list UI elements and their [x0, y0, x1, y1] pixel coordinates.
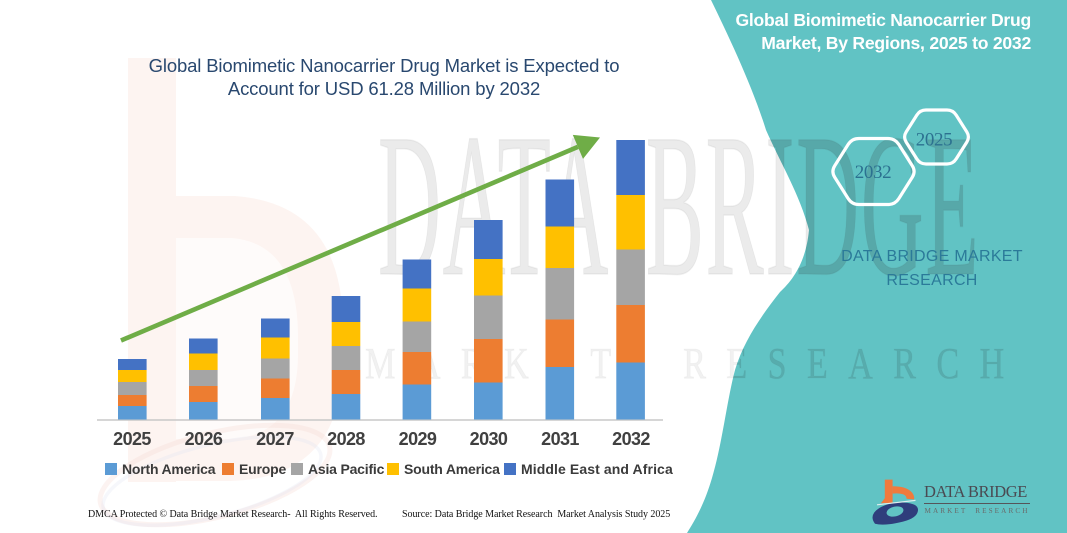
svg-text:2032: 2032 [855, 162, 891, 183]
svg-text:MARKET RESEARCH: MARKET RESEARCH [365, 339, 1025, 388]
svg-text:2025: 2025 [916, 130, 952, 151]
